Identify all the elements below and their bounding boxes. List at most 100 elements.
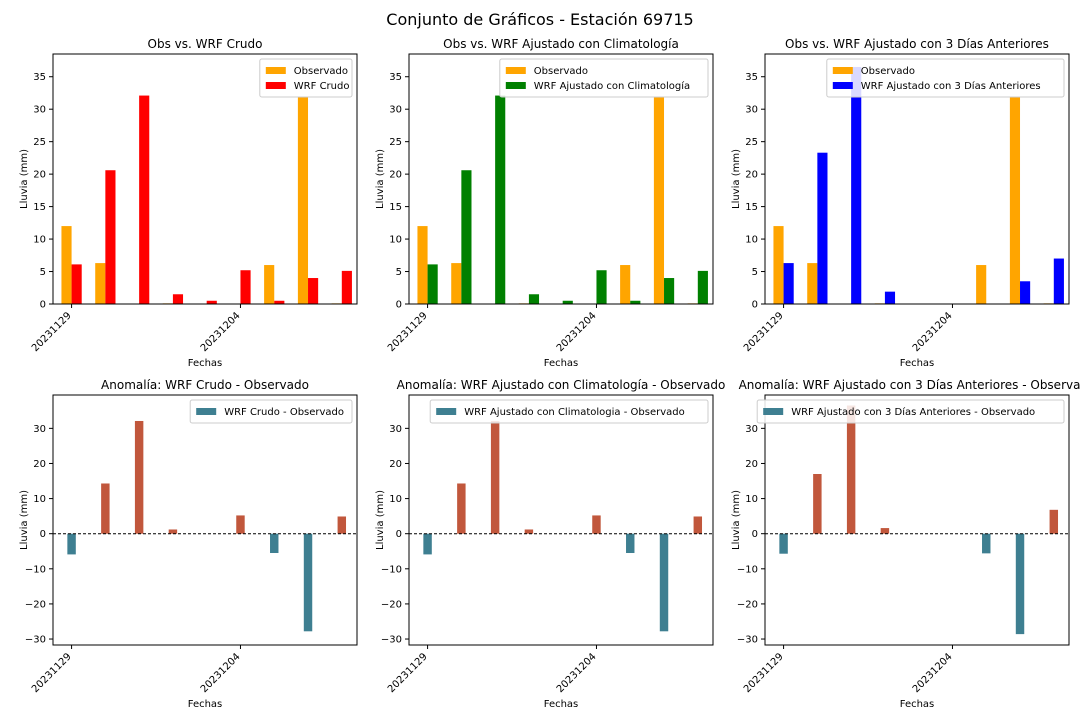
y-tick-label: 10 bbox=[33, 494, 46, 505]
y-tick-label: 15 bbox=[33, 202, 46, 213]
chart-6: Anomalía: WRF Ajustado con 3 Días Anteri… bbox=[731, 378, 1080, 710]
bar bbox=[982, 533, 991, 554]
legend: Observado WRF Ajustado con 3 Días Anterio… bbox=[826, 58, 1065, 98]
legend: WRF Ajustado con Climatologia - Observad… bbox=[429, 399, 709, 424]
y-tick-label: 25 bbox=[745, 137, 758, 148]
y-tick-label: −30 bbox=[25, 635, 46, 646]
bar bbox=[880, 528, 890, 534]
bar bbox=[264, 265, 275, 304]
y-tick-label: 20 bbox=[33, 170, 46, 181]
x-axis-label: Fechas bbox=[188, 699, 223, 710]
y-axis-label: Lluvia (mm) bbox=[375, 149, 386, 209]
y-tick-label: −10 bbox=[381, 564, 402, 575]
chart-title: Anomalía: WRF Crudo - Observado bbox=[101, 378, 309, 392]
bar bbox=[807, 263, 818, 304]
bar bbox=[495, 95, 506, 304]
bar bbox=[659, 533, 669, 632]
y-tick-label: −30 bbox=[737, 635, 758, 646]
x-tick-label: 20231204 bbox=[911, 651, 955, 695]
legend-box bbox=[189, 399, 353, 424]
y-tick-label: 10 bbox=[389, 235, 402, 246]
bar bbox=[773, 226, 784, 304]
bar bbox=[71, 264, 82, 304]
legend: WRF Crudo - Observado bbox=[189, 399, 353, 424]
bar bbox=[528, 294, 540, 304]
bar bbox=[620, 265, 631, 304]
x-tick-label: 20231129 bbox=[742, 310, 786, 354]
x-axis-label: Fechas bbox=[188, 358, 223, 369]
y-tick-label: 0 bbox=[40, 300, 46, 311]
bar bbox=[630, 300, 641, 304]
y-tick-label: 20 bbox=[389, 170, 402, 181]
legend-entry: Observado bbox=[861, 66, 915, 77]
legend-swatch bbox=[436, 408, 457, 415]
y-tick-label: 10 bbox=[745, 235, 758, 246]
y-tick-label: 0 bbox=[752, 300, 758, 311]
chart-5: Anomalía: WRF Ajustado con Climatología … bbox=[375, 378, 725, 710]
y-tick-label: 15 bbox=[389, 202, 402, 213]
bar bbox=[427, 264, 438, 304]
bar bbox=[61, 226, 72, 304]
legend-swatch bbox=[265, 82, 286, 89]
legend-entry: WRF Ajustado con Climatología bbox=[534, 80, 690, 92]
figure-title: Conjunto de Gráficos - Estación 69715 bbox=[386, 10, 694, 29]
axes-frame bbox=[52, 53, 358, 305]
bar bbox=[779, 533, 788, 554]
y-axis-label: Lluvia (mm) bbox=[731, 490, 742, 550]
legend-entry: WRF Ajustado con Climatologia - Observad… bbox=[464, 407, 685, 418]
bar bbox=[693, 516, 703, 534]
legend-box bbox=[756, 399, 1065, 424]
y-axis-label: Lluvia (mm) bbox=[731, 149, 742, 209]
legend-swatch bbox=[196, 408, 217, 415]
bar bbox=[236, 515, 245, 534]
legend-entry: Observado bbox=[534, 66, 588, 77]
y-tick-label: −20 bbox=[25, 599, 46, 610]
bar bbox=[417, 226, 428, 304]
y-tick-label: 35 bbox=[33, 72, 46, 83]
axes-frame bbox=[408, 394, 714, 646]
bar bbox=[596, 270, 607, 304]
bar bbox=[592, 515, 601, 534]
y-tick-label: 20 bbox=[389, 459, 402, 470]
x-tick-label: 20231129 bbox=[742, 651, 786, 695]
bar bbox=[461, 170, 472, 304]
x-tick-label: 20231204 bbox=[555, 651, 599, 695]
legend-swatch bbox=[505, 67, 526, 74]
bar bbox=[172, 294, 184, 304]
chart-2: Obs vs. WRF Ajustado con Climatología 0 5 1… bbox=[375, 37, 714, 369]
chart-title: Anomalía: WRF Ajustado con Climatología … bbox=[397, 378, 726, 392]
y-tick-label: −10 bbox=[737, 564, 758, 575]
legend-swatch bbox=[505, 82, 526, 89]
chart-1: Obs vs. WRF Crudo 0 5 10 15 20 25 30 35 20231129 2… bbox=[19, 37, 358, 369]
bar bbox=[457, 483, 466, 534]
bar bbox=[1049, 509, 1059, 534]
y-tick-label: 30 bbox=[389, 105, 402, 116]
legend: WRF Ajustado con 3 Días Anteriores - Obs… bbox=[756, 399, 1065, 424]
y-tick-label: −30 bbox=[381, 635, 402, 646]
y-tick-label: 5 bbox=[396, 267, 402, 278]
y-tick-label: 30 bbox=[33, 105, 46, 116]
bar bbox=[303, 533, 313, 632]
y-tick-label: 5 bbox=[40, 267, 46, 278]
legend: Observado WRF Crudo bbox=[259, 58, 353, 98]
legend-swatch bbox=[832, 82, 853, 89]
legend-box bbox=[826, 58, 1065, 98]
legend-entry: WRF Ajustado con 3 Días Anteriores bbox=[861, 80, 1041, 92]
chart-title: Obs vs. WRF Crudo bbox=[148, 37, 263, 51]
bar bbox=[139, 95, 150, 304]
bar bbox=[1015, 533, 1025, 635]
chart-3: Obs vs. WRF Ajustado con 3 Días Anterior… bbox=[731, 37, 1070, 369]
bar bbox=[884, 291, 896, 304]
y-tick-label: −20 bbox=[381, 599, 402, 610]
bar bbox=[451, 263, 462, 304]
bar bbox=[95, 263, 106, 304]
y-tick-label: 35 bbox=[389, 72, 402, 83]
bar bbox=[1009, 97, 1021, 304]
y-tick-label: −10 bbox=[25, 564, 46, 575]
legend-entry: WRF Ajustado con 3 Días Anteriores - Obs… bbox=[791, 406, 1035, 418]
chart-title: Obs vs. WRF Ajustado con 3 Días Anterior… bbox=[785, 37, 1049, 51]
x-tick-label: 20231129 bbox=[386, 310, 430, 354]
bar bbox=[105, 170, 116, 304]
y-axis-label: Lluvia (mm) bbox=[19, 490, 30, 550]
